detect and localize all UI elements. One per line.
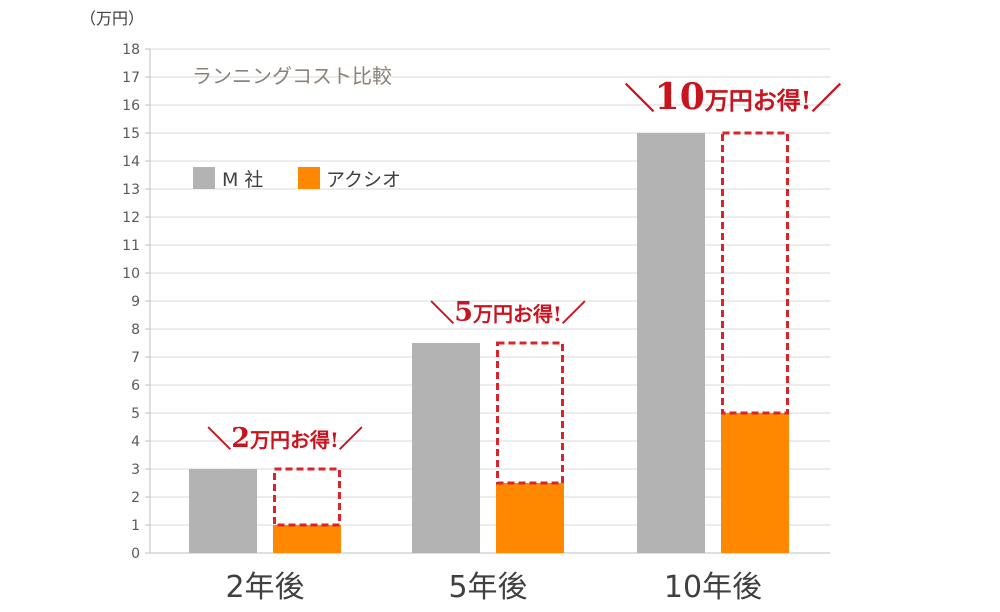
y-tick-label: 0 <box>131 546 140 562</box>
savings-box <box>721 131 789 415</box>
x-axis-categories: 2年後 5年後 10年後 <box>225 570 762 605</box>
annotation-close-mark: ／ <box>811 82 841 117</box>
chart-title: ランニングコスト比較 <box>192 64 392 88</box>
savings-annotations: ＼2万円お得!／＼5万円お得!／＼10万円お得!／ <box>207 76 841 454</box>
y-tick-label: 8 <box>131 322 140 338</box>
annotation-number: 5 <box>454 297 473 328</box>
annotation-text: 万円お得! <box>705 86 812 115</box>
y-tick-label: 11 <box>122 238 140 254</box>
y-tick-label: 2 <box>131 490 140 506</box>
annotation-open-mark: ＼ <box>625 82 655 117</box>
x-category-label: 10年後 <box>664 570 762 605</box>
y-tick-label: 4 <box>131 434 140 450</box>
savings-box <box>496 341 564 485</box>
y-tick-label: 17 <box>122 70 140 86</box>
savings-box <box>273 467 341 527</box>
legend-label-axio: アクシオ <box>326 169 401 191</box>
y-tick-label: 6 <box>131 378 140 394</box>
x-category-label: 2年後 <box>225 570 304 605</box>
savings-annotation: ＼10万円お得!／ <box>625 76 842 118</box>
bar-m-sha <box>637 133 705 553</box>
bar-m-sha <box>189 469 257 553</box>
annotation-number: 10 <box>655 76 705 118</box>
y-tick-label: 13 <box>122 182 140 198</box>
bar-m-sha <box>412 343 480 553</box>
y-tick-label: 18 <box>122 42 140 58</box>
annotation-open-mark: ＼ <box>430 298 454 327</box>
y-tick-label: 7 <box>131 350 140 366</box>
annotation-text: 万円お得! <box>472 302 562 326</box>
annotation-text: 万円お得! <box>249 428 339 452</box>
x-category-label: 5年後 <box>448 570 527 605</box>
y-axis-unit-label: （万円） <box>80 9 144 28</box>
legend-label-m-sha: M 社 <box>222 169 263 191</box>
annotation-open-mark: ＼ <box>207 424 231 453</box>
annotation-number: 2 <box>231 423 250 454</box>
y-tick-label: 9 <box>131 294 140 310</box>
bar-axio <box>721 413 789 553</box>
savings-boxes <box>273 131 789 527</box>
y-tick-label: 3 <box>131 462 140 478</box>
y-tick-label: 15 <box>122 126 140 142</box>
y-tick-label: 5 <box>131 406 140 422</box>
bar-axio <box>496 483 564 553</box>
savings-annotation: ＼5万円お得!／ <box>430 297 586 328</box>
grid-lines <box>150 48 830 554</box>
y-tick-label: 10 <box>122 266 140 282</box>
bar-axio <box>273 525 341 553</box>
y-tick-label: 1 <box>131 518 140 534</box>
y-tick-label: 14 <box>122 154 140 170</box>
y-tick-label: 12 <box>122 210 140 226</box>
legend-swatch-axio <box>298 167 320 189</box>
savings-annotation: ＼2万円お得!／ <box>207 423 363 454</box>
bars <box>189 133 789 553</box>
annotation-close-mark: ／ <box>339 424 363 453</box>
legend-swatch-m-sha <box>193 167 215 189</box>
annotation-close-mark: ／ <box>562 298 586 327</box>
legend: M 社 アクシオ <box>193 167 401 191</box>
y-tick-label: 16 <box>122 98 140 114</box>
